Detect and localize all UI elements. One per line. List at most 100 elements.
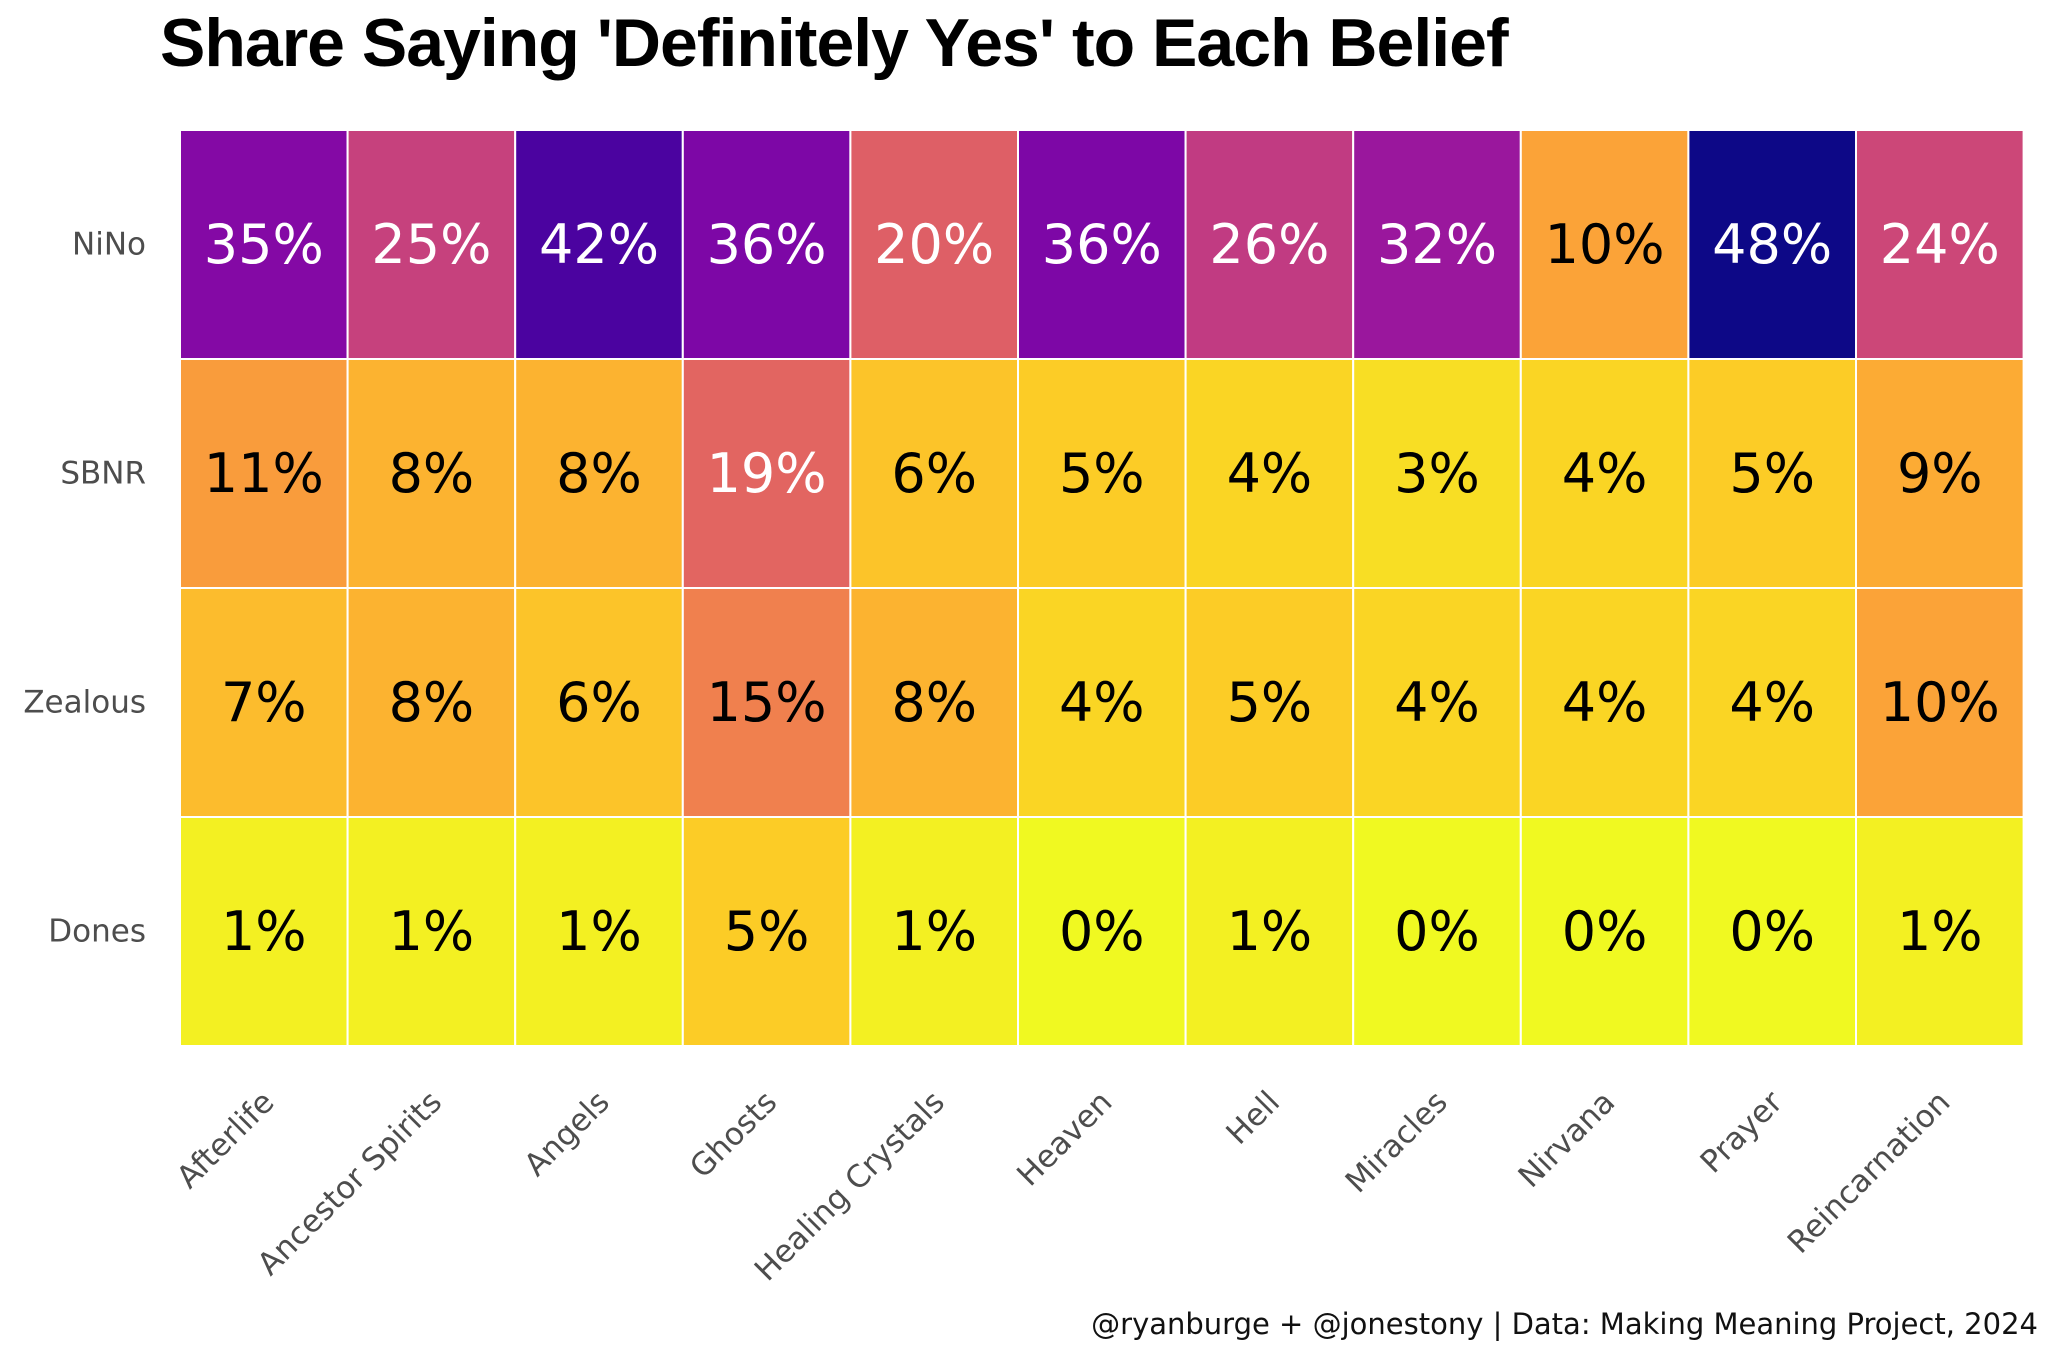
column-tick-label: Ancestor Spirits	[251, 1084, 449, 1282]
heatmap-cell-nino-hell	[1184, 129, 1355, 360]
heatmap-cell-value-label: 0%	[1394, 900, 1480, 963]
heatmap-cell-sbnr-afterlife	[179, 358, 349, 589]
heatmap-cell-value-label: 19%	[707, 442, 827, 505]
heatmap-cell-labels: 35% 25% 42% 36% 20% 36% 26% 32% 10% 48% 24% 11% 8% 8%…	[204, 213, 2000, 963]
column-tick-label: Heaven	[1010, 1084, 1119, 1193]
chart-caption: @ryanburge + @jonestony | Data: Making M…	[1091, 1307, 2038, 1341]
chart-title: Share Saying 'Definitely Yes' to Each Be…	[160, 5, 1509, 81]
heatmap-cell-value-label: 5%	[1227, 671, 1313, 734]
heatmap-cell-dones-angels	[514, 816, 684, 1047]
heatmap-cell-value-label: 48%	[1712, 213, 1832, 276]
heatmap-cell-value-label: 8%	[389, 442, 475, 505]
heatmap-cell-sbnr-ghosts	[681, 358, 852, 589]
column-tick-label: Reincarnation	[1781, 1084, 1958, 1261]
heatmap-cell-value-label: 9%	[1897, 442, 1983, 505]
heatmap-cell-nino-angels	[514, 129, 684, 360]
heatmap-cell-value-label: 6%	[891, 442, 977, 505]
heatmap-cell-value-label: 0%	[1562, 900, 1648, 963]
heatmap-cell-value-label: 10%	[1545, 213, 1665, 276]
heatmap-cell-sbnr-reincarnation	[1855, 358, 2025, 589]
heatmap-cell-value-label: 8%	[556, 442, 642, 505]
heatmap-cell-nino-miracles	[1352, 129, 1522, 360]
heatmap-chart: 35% 25% 42% 36% 20% 36% 26% 32% 10% 48% 24% 11% 8% 8%…	[23, 129, 2025, 1288]
heatmap-cells	[179, 129, 2025, 1047]
column-tick-label: Nirvana	[1512, 1084, 1623, 1195]
heatmap-cell-zealous-hell	[1184, 587, 1355, 818]
heatmap-cell-value-label: 35%	[204, 213, 324, 276]
heatmap-cell-dones-reincarnation	[1855, 816, 2025, 1047]
heatmap-cell-value-label: 5%	[1059, 442, 1145, 505]
row-tick-label: Zealous	[23, 685, 146, 721]
column-tick-label: Prayer	[1694, 1084, 1790, 1180]
column-tick-label: Ghosts	[683, 1084, 784, 1185]
row-tick-label: SBNR	[60, 456, 146, 492]
heatmap-cell-value-label: 15%	[707, 671, 827, 734]
heatmap-cell-sbnr-prayer	[1687, 358, 1858, 589]
heatmap-cell-dones-prayer	[1687, 816, 1858, 1047]
heatmap-cell-nino-ghosts	[681, 129, 852, 360]
heatmap-cell-value-label: 6%	[556, 671, 642, 734]
heatmap-cell-value-label: 1%	[389, 900, 475, 963]
heatmap-cell-dones-ghosts	[681, 816, 852, 1047]
heatmap-cell-value-label: 24%	[1880, 213, 2000, 276]
heatmap-cell-value-label: 4%	[1562, 442, 1648, 505]
heatmap-cell-value-label: 0%	[1059, 900, 1145, 963]
heatmap-cell-value-label: 25%	[371, 213, 491, 276]
row-tick-label: Dones	[48, 914, 146, 950]
heatmap-cell-zealous-ancestor-spirits	[346, 587, 517, 818]
heatmap-cell-nino-afterlife	[179, 129, 349, 360]
row-tick-label: NiNo	[72, 227, 146, 263]
column-tick-label: Miracles	[1339, 1084, 1455, 1200]
heatmap-cell-value-label: 1%	[556, 900, 642, 963]
heatmap-cell-value-label: 32%	[1377, 213, 1497, 276]
heatmap-cell-zealous-reincarnation	[1855, 587, 2025, 818]
heatmap-cell-value-label: 0%	[1729, 900, 1815, 963]
column-tick-label: Angels	[517, 1084, 616, 1183]
heatmap-cell-value-label: 4%	[1059, 671, 1145, 734]
heatmap-cell-sbnr-ancestor-spirits	[346, 358, 517, 589]
heatmap-cell-zealous-ghosts	[681, 587, 852, 818]
heatmap-cell-value-label: 8%	[891, 671, 977, 734]
heatmap-cell-value-label: 1%	[1897, 900, 1983, 963]
column-tick-label: Hell	[1219, 1084, 1287, 1152]
heatmap-cell-dones-miracles	[1352, 816, 1522, 1047]
row-tick-labels: NiNo SBNR Zealous Dones	[23, 227, 146, 950]
heatmap-cell-value-label: 10%	[1880, 671, 2000, 734]
heatmap-cell-value-label: 4%	[1562, 671, 1648, 734]
heatmap-cell-sbnr-healing-crystals	[849, 358, 1020, 589]
heatmap-cell-value-label: 4%	[1729, 671, 1815, 734]
heatmap-cell-nino-ancestor-spirits	[346, 129, 517, 360]
heatmap-cell-value-label: 36%	[1042, 213, 1162, 276]
heatmap-cell-value-label: 26%	[1209, 213, 1329, 276]
heatmap-cell-value-label: 5%	[1729, 442, 1815, 505]
heatmap-cell-value-label: 11%	[204, 442, 324, 505]
heatmap-cell-dones-healing-crystals	[849, 816, 1020, 1047]
heatmap-cell-value-label: 8%	[389, 671, 475, 734]
heatmap-cell-value-label: 20%	[874, 213, 994, 276]
heatmap-cell-nino-nirvana	[1519, 129, 1690, 360]
heatmap-cell-sbnr-heaven	[1017, 358, 1187, 589]
heatmap-cell-sbnr-angels	[514, 358, 684, 589]
heatmap-cell-value-label: 3%	[1394, 442, 1480, 505]
heatmap-cell-sbnr-hell	[1184, 358, 1355, 589]
heatmap-cell-zealous-miracles	[1352, 587, 1522, 818]
heatmap-cell-value-label: 4%	[1227, 442, 1313, 505]
heatmap-cell-value-label: 1%	[221, 900, 307, 963]
heatmap-cell-value-label: 4%	[1394, 671, 1480, 734]
heatmap-cell-value-label: 1%	[891, 900, 977, 963]
heatmap-cell-dones-heaven	[1017, 816, 1187, 1047]
heatmap-cell-nino-prayer	[1687, 129, 1858, 360]
heatmap-cell-value-label: 7%	[221, 671, 307, 734]
heatmap-cell-zealous-nirvana	[1519, 587, 1690, 818]
heatmap-cell-value-label: 1%	[1227, 900, 1313, 963]
heatmap-cell-dones-ancestor-spirits	[346, 816, 517, 1047]
column-tick-label: Afterlife	[170, 1084, 281, 1195]
heatmap-cell-sbnr-nirvana	[1519, 358, 1690, 589]
heatmap-cell-sbnr-miracles	[1352, 358, 1522, 589]
heatmap-cell-value-label: 42%	[539, 213, 659, 276]
heatmap-cell-zealous-afterlife	[179, 587, 349, 818]
heatmap-cell-dones-nirvana	[1519, 816, 1690, 1047]
heatmap-cell-zealous-angels	[514, 587, 684, 818]
heatmap-cell-value-label: 5%	[724, 900, 810, 963]
